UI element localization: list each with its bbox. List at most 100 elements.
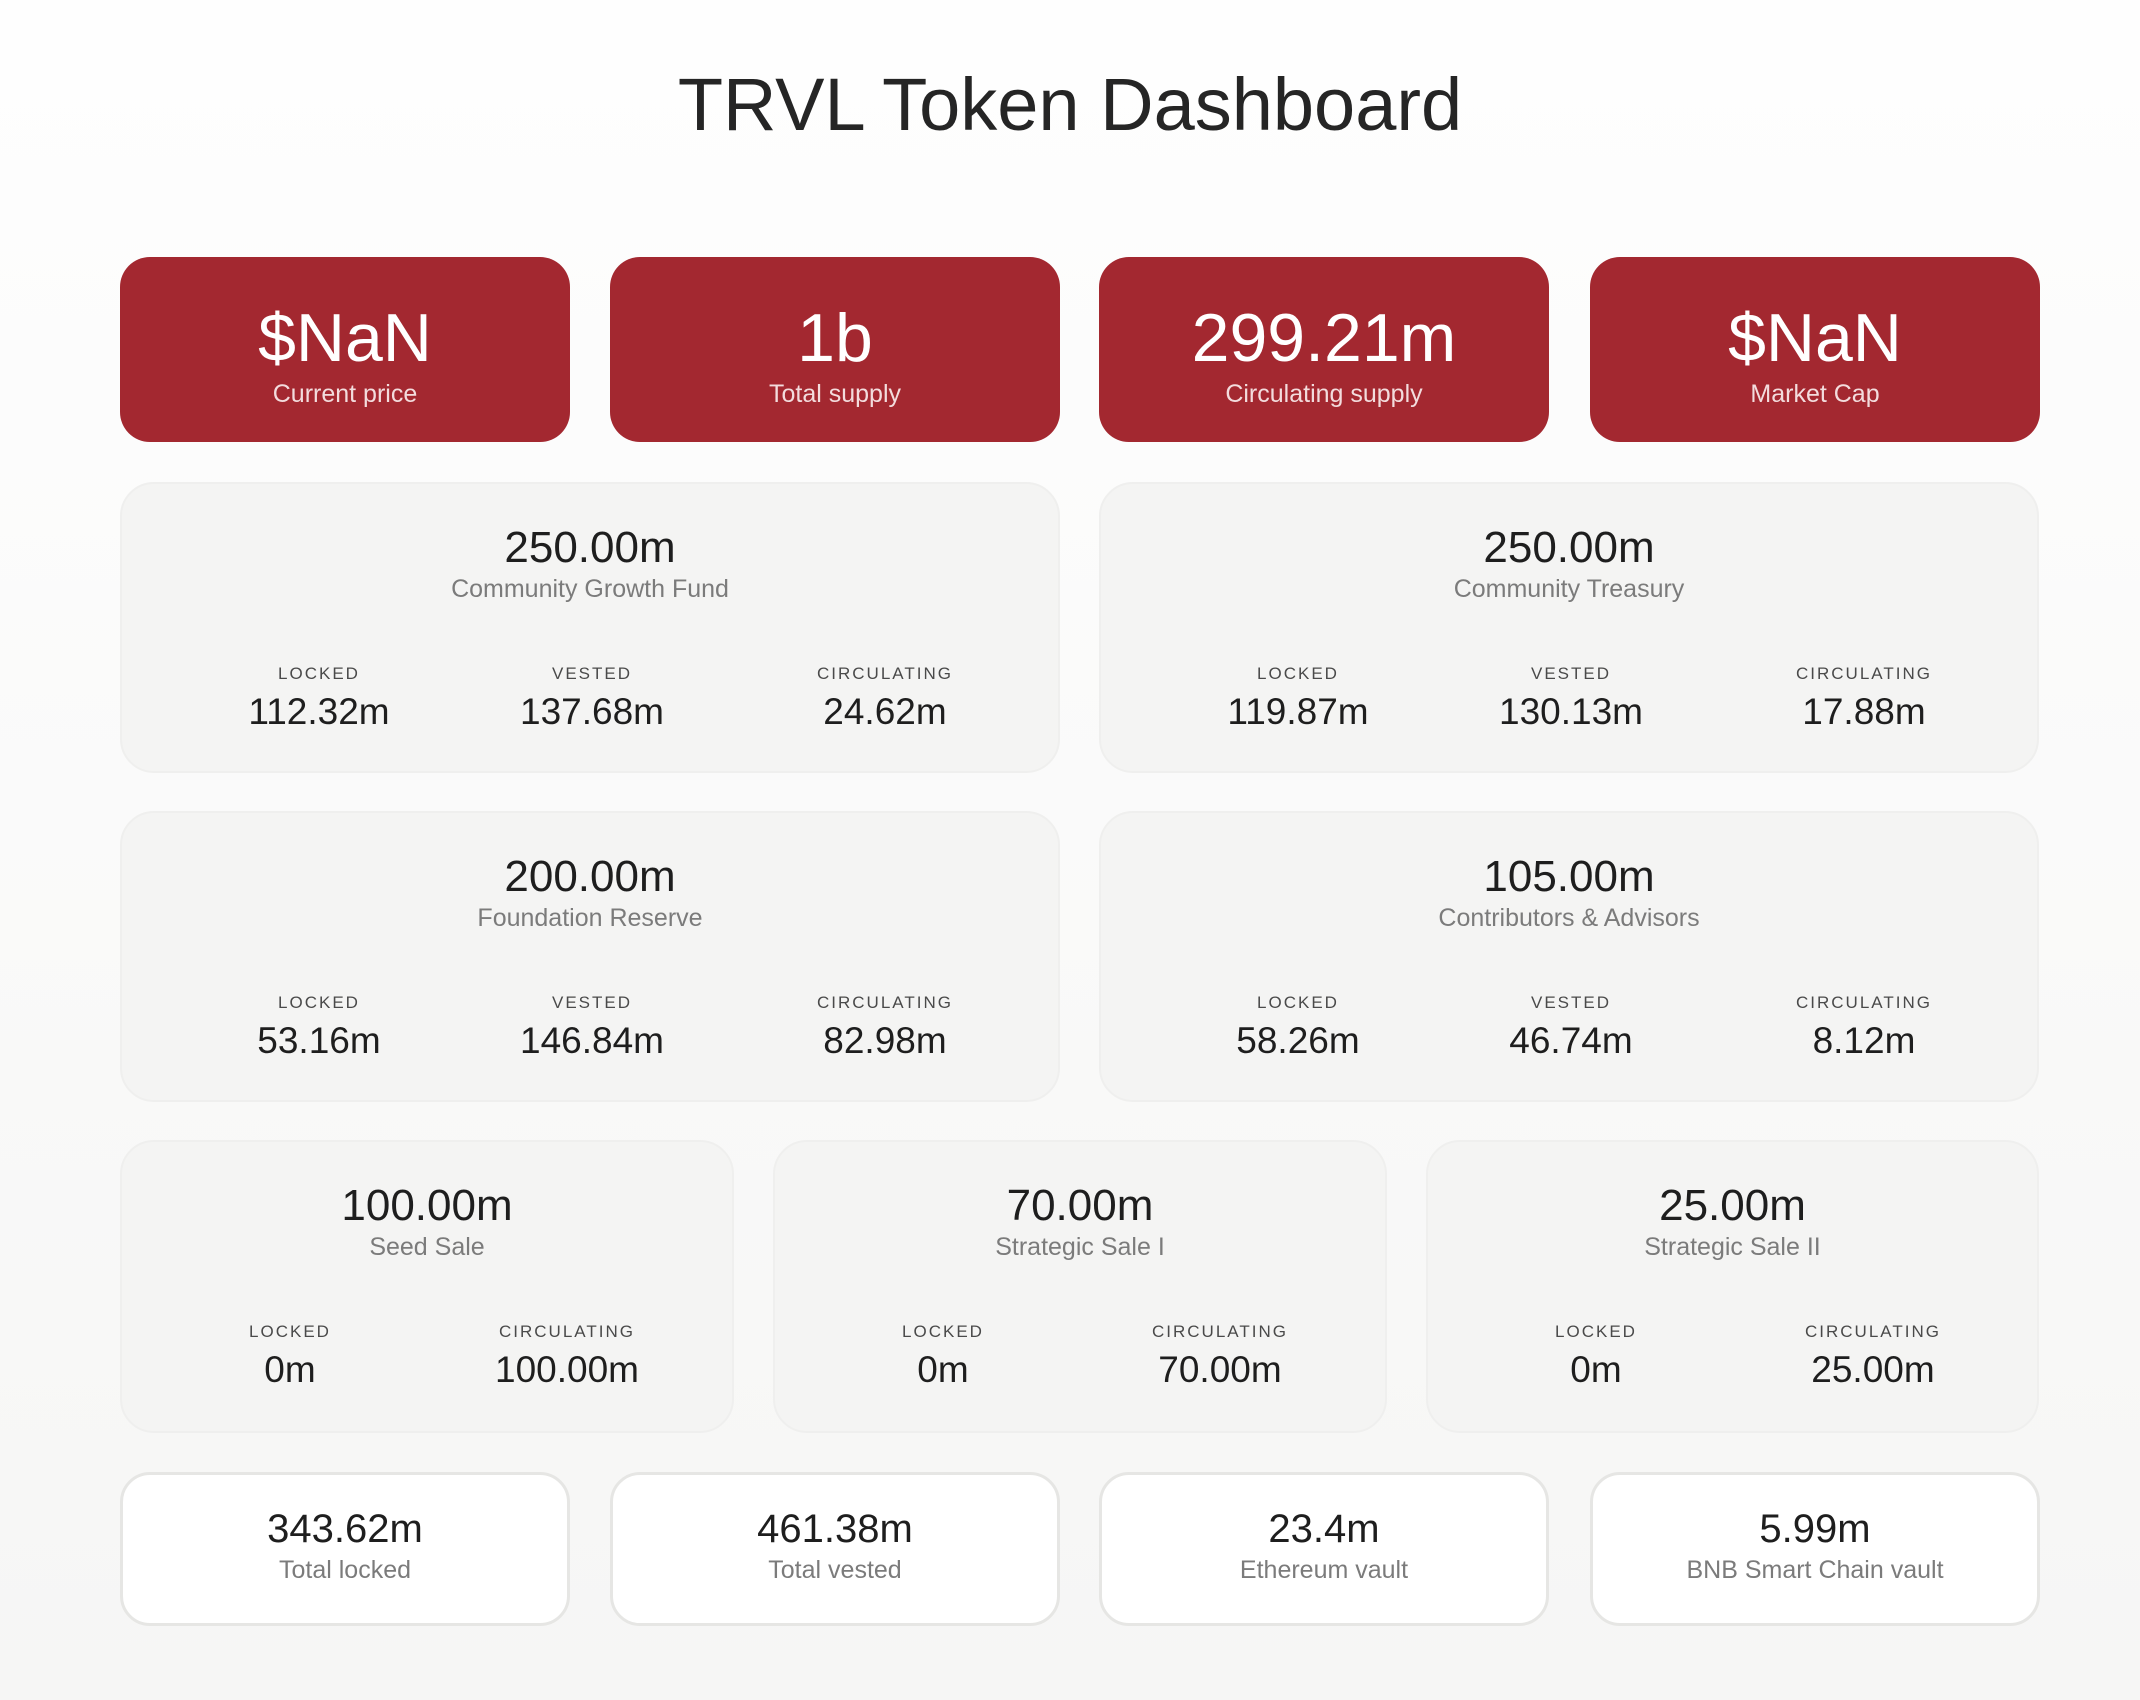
allocation-amount: 105.00m	[1483, 852, 1655, 901]
allocation-name: Foundation Reserve	[477, 904, 703, 932]
locked-label: LOCKED	[1257, 993, 1339, 1012]
locked-label: LOCKED	[278, 993, 360, 1012]
locked-stat: LOCKED 0m	[843, 1322, 1043, 1392]
circulating-label: CIRCULATING	[817, 664, 953, 683]
allocation-card-foundation-reserve: 200.00m Foundation Reserve LOCKED 53.16m…	[120, 811, 1060, 1102]
ethereum-vault-label: Ethereum vault	[1239, 1556, 1409, 1584]
ethereum-vault-value: 23.4m	[1268, 1507, 1380, 1551]
vested-stat: VESTED 137.68m	[492, 664, 692, 734]
locked-label: LOCKED	[902, 1322, 984, 1341]
total-locked-label: Total locked	[278, 1556, 412, 1584]
locked-stat: LOCKED 0m	[1496, 1322, 1696, 1392]
circulating-value: 17.88m	[1802, 691, 1926, 732]
vested-stat: VESTED 46.74m	[1471, 993, 1671, 1063]
bnb-vault-value: 5.99m	[1759, 1507, 1871, 1551]
total-supply-value: 1b	[797, 300, 873, 376]
locked-stat: LOCKED 53.16m	[219, 993, 419, 1063]
allocation-amount: 70.00m	[1006, 1181, 1154, 1230]
total-supply-label: Total supply	[768, 380, 902, 408]
allocation-name: Seed Sale	[369, 1233, 485, 1261]
allocation-amount: 200.00m	[504, 852, 676, 901]
allocation-card-strategic-sale-i: 70.00m Strategic Sale I LOCKED 0m CIRCUL…	[773, 1140, 1387, 1433]
total-vested-value: 461.38m	[757, 1507, 913, 1551]
vested-label: VESTED	[551, 993, 633, 1012]
circulating-label: CIRCULATING	[817, 993, 953, 1012]
circulating-supply-card: 299.21m Circulating supply	[1099, 257, 1549, 442]
circulating-supply-label: Circulating supply	[1225, 380, 1423, 408]
circulating-value: 82.98m	[823, 1020, 947, 1061]
circulating-stat: CIRCULATING 24.62m	[785, 664, 985, 734]
allocation-card-community-growth-fund: 250.00m Community Growth Fund LOCKED 112…	[120, 482, 1060, 773]
current-price-card: $NaN Current price	[120, 257, 570, 442]
market-cap-value: $NaN	[1728, 300, 1902, 376]
vested-label: VESTED	[1530, 993, 1612, 1012]
locked-value: 0m	[264, 1349, 316, 1390]
allocation-name: Strategic Sale I	[995, 1233, 1165, 1261]
vested-value: 146.84m	[520, 1020, 664, 1061]
locked-label: LOCKED	[1257, 664, 1339, 683]
total-locked-value: 343.62m	[267, 1507, 423, 1551]
locked-label: LOCKED	[1555, 1322, 1637, 1341]
page-title: TRVL Token Dashboard	[677, 63, 1463, 146]
circulating-stat: CIRCULATING 70.00m	[1120, 1322, 1320, 1392]
current-price-value: $NaN	[258, 300, 432, 376]
market-cap-card: $NaN Market Cap	[1590, 257, 2040, 442]
allocation-name: Community Treasury	[1453, 575, 1685, 603]
bnb-vault-label: BNB Smart Chain vault	[1686, 1556, 1944, 1584]
bnb-vault-card: 5.99m BNB Smart Chain vault	[1590, 1472, 2040, 1626]
locked-value: 112.32m	[248, 691, 390, 732]
allocation-name: Strategic Sale II	[1644, 1233, 1821, 1261]
circulating-value: 8.12m	[1812, 1020, 1916, 1061]
total-locked-card: 343.62m Total locked	[120, 1472, 570, 1626]
circulating-stat: CIRCULATING 8.12m	[1764, 993, 1964, 1063]
allocation-card-contributors-advisors: 105.00m Contributors & Advisors LOCKED 5…	[1099, 811, 2039, 1102]
total-supply-card: 1b Total supply	[610, 257, 1060, 442]
locked-stat: LOCKED 119.87m	[1198, 664, 1398, 734]
vested-value: 137.68m	[520, 691, 664, 732]
total-vested-label: Total vested	[768, 1556, 902, 1584]
allocation-name: Community Growth Fund	[451, 575, 729, 603]
locked-value: 119.87m	[1227, 691, 1369, 732]
vested-label: VESTED	[551, 664, 633, 683]
circulating-value: 24.62m	[823, 691, 947, 732]
ethereum-vault-card: 23.4m Ethereum vault	[1099, 1472, 1549, 1626]
locked-stat: LOCKED 112.32m	[219, 664, 419, 734]
locked-stat: LOCKED 0m	[190, 1322, 390, 1392]
circulating-label: CIRCULATING	[1796, 993, 1932, 1012]
vested-label: VESTED	[1530, 664, 1612, 683]
total-vested-card: 461.38m Total vested	[610, 1472, 1060, 1626]
allocation-amount: 100.00m	[341, 1181, 513, 1230]
vested-stat: VESTED 146.84m	[492, 993, 692, 1063]
locked-stat: LOCKED 58.26m	[1198, 993, 1398, 1063]
allocation-name: Contributors & Advisors	[1438, 904, 1700, 932]
locked-value: 0m	[917, 1349, 969, 1390]
vested-stat: VESTED 130.13m	[1471, 664, 1671, 734]
market-cap-label: Market Cap	[1750, 380, 1880, 408]
vested-value: 46.74m	[1509, 1020, 1633, 1061]
allocation-amount: 250.00m	[504, 523, 676, 572]
circulating-label: CIRCULATING	[1152, 1322, 1288, 1341]
locked-value: 53.16m	[257, 1020, 381, 1061]
circulating-label: CIRCULATING	[499, 1322, 635, 1341]
allocation-card-community-treasury: 250.00m Community Treasury LOCKED 119.87…	[1099, 482, 2039, 773]
locked-label: LOCKED	[249, 1322, 331, 1341]
locked-value: 0m	[1570, 1349, 1622, 1390]
circulating-stat: CIRCULATING 17.88m	[1764, 664, 1964, 734]
circulating-value: 70.00m	[1158, 1349, 1282, 1390]
circulating-stat: CIRCULATING 25.00m	[1773, 1322, 1973, 1392]
circulating-supply-value: 299.21m	[1191, 300, 1457, 376]
circulating-value: 25.00m	[1811, 1349, 1935, 1390]
vested-value: 130.13m	[1499, 691, 1643, 732]
circulating-value: 100.00m	[495, 1349, 639, 1390]
circulating-label: CIRCULATING	[1796, 664, 1932, 683]
allocation-amount: 250.00m	[1483, 523, 1655, 572]
circulating-stat: CIRCULATING 100.00m	[467, 1322, 667, 1392]
allocation-card-strategic-sale-ii: 25.00m Strategic Sale II LOCKED 0m CIRCU…	[1426, 1140, 2039, 1433]
allocation-card-seed-sale: 100.00m Seed Sale LOCKED 0m CIRCULATING …	[120, 1140, 734, 1433]
current-price-label: Current price	[272, 380, 418, 408]
allocation-amount: 25.00m	[1659, 1181, 1806, 1230]
circulating-stat: CIRCULATING 82.98m	[785, 993, 985, 1063]
circulating-label: CIRCULATING	[1805, 1322, 1941, 1341]
locked-label: LOCKED	[278, 664, 360, 683]
locked-value: 58.26m	[1236, 1020, 1360, 1061]
